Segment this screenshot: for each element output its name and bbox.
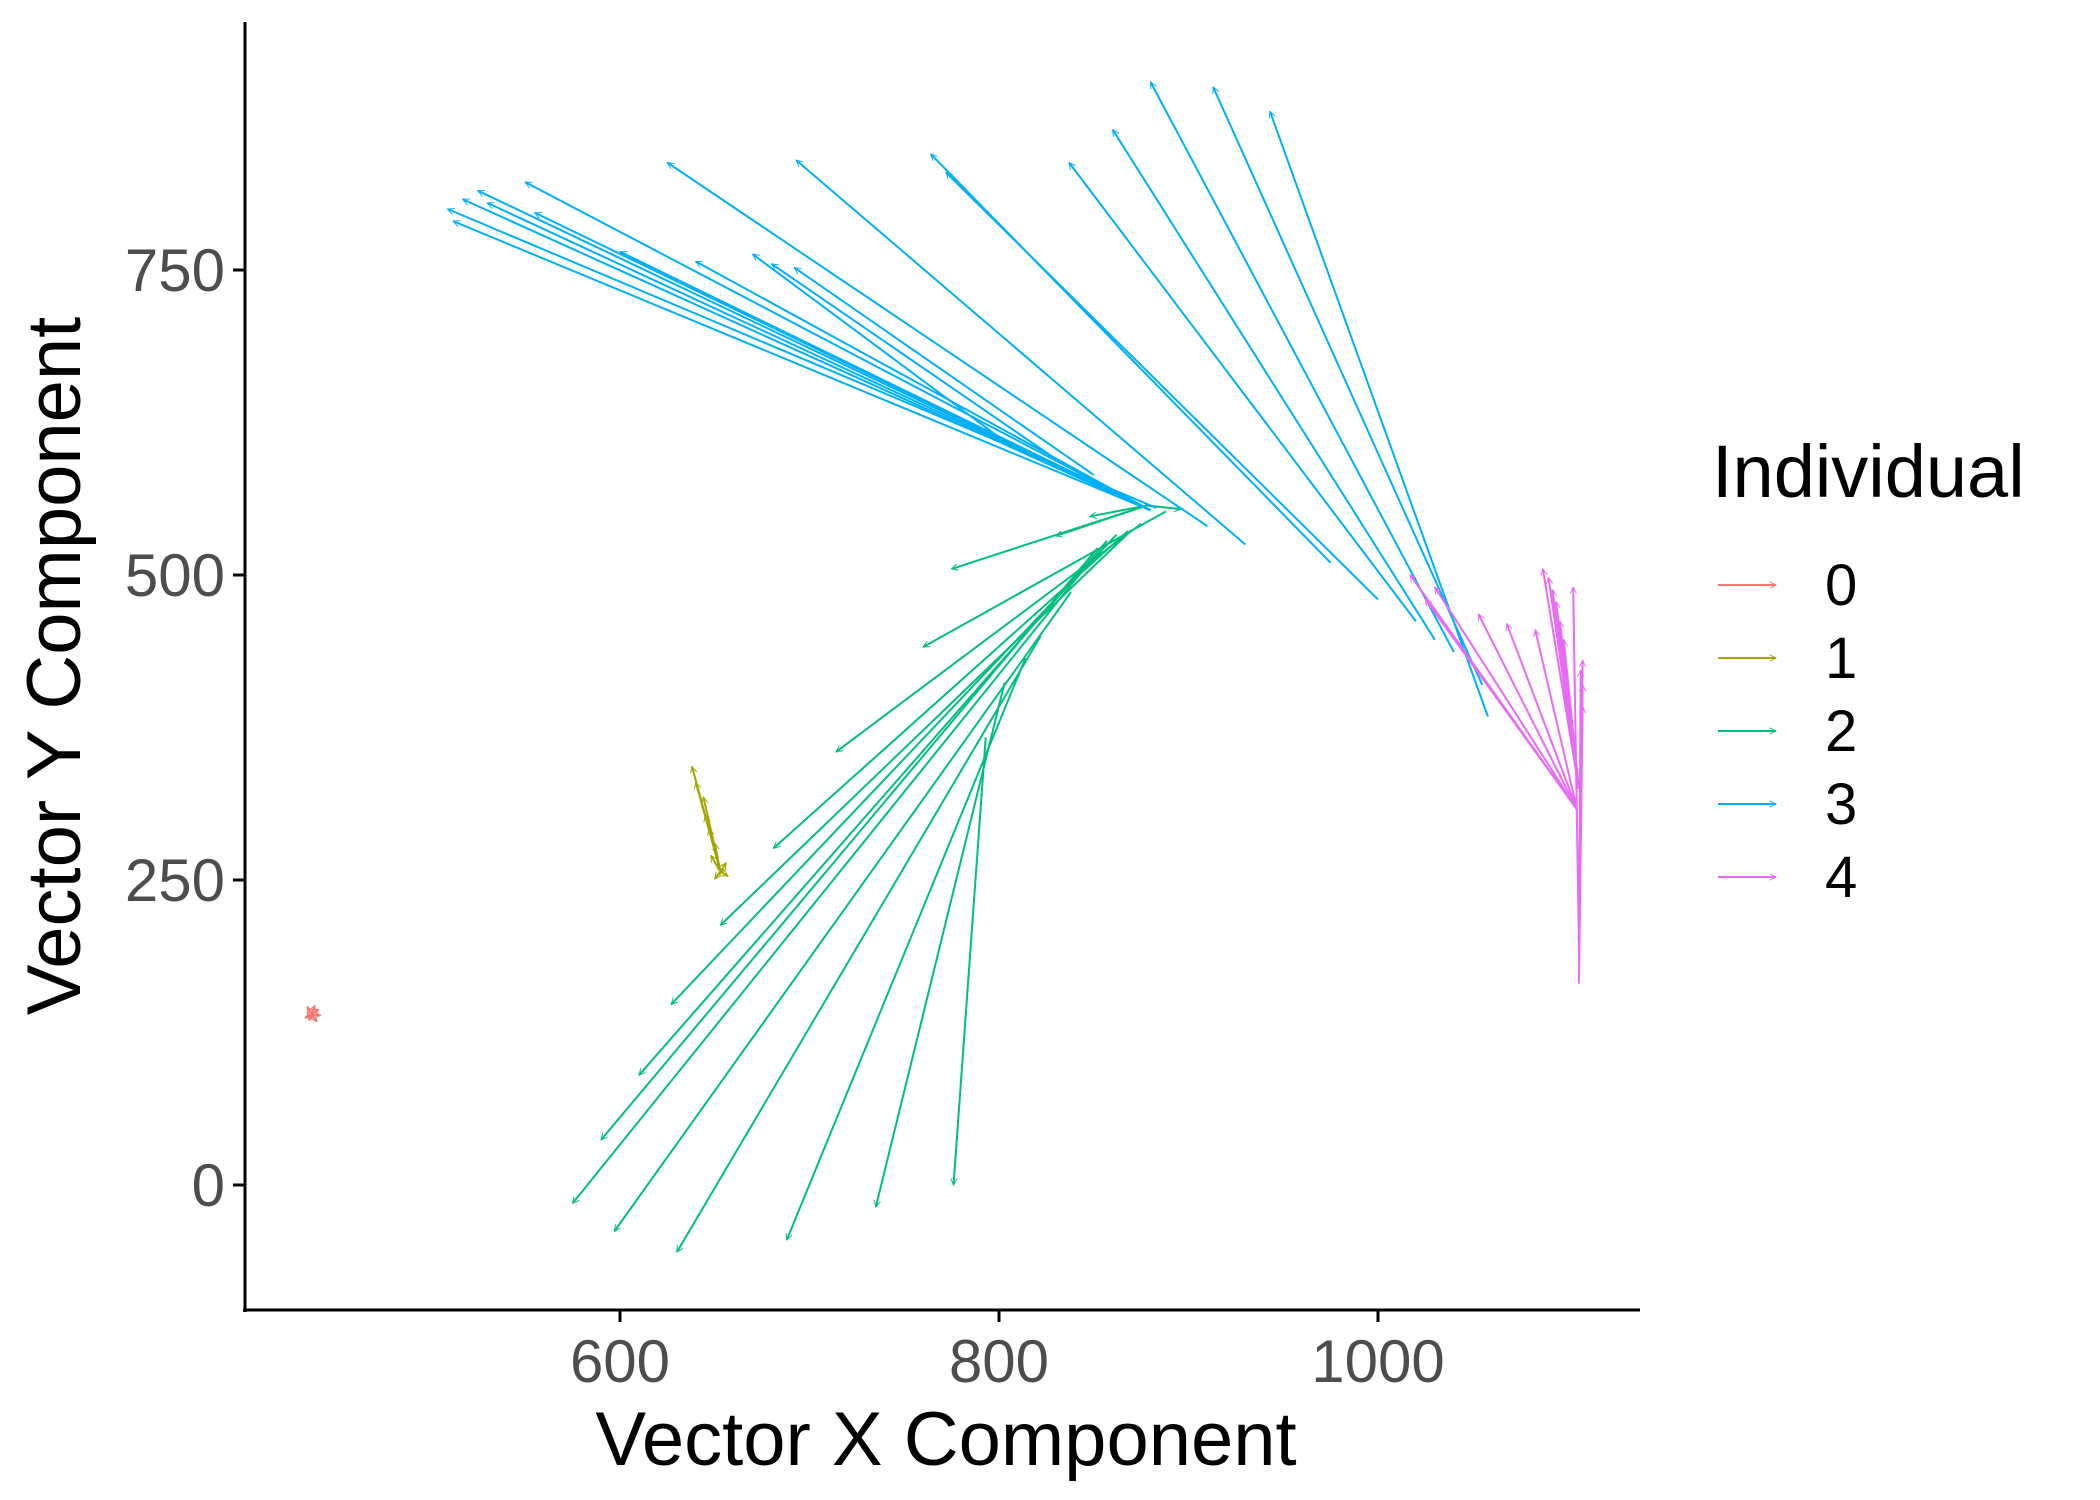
- x-tick-label: 1000: [1311, 1328, 1444, 1395]
- vector-arrow: [1212, 87, 1484, 686]
- legend-item: 4: [1718, 845, 1857, 910]
- vector-arrow: [620, 250, 1152, 512]
- series-2: [571, 504, 1181, 1252]
- x-axis-title: Vector X Component: [595, 1397, 1296, 1482]
- vector-arrow: [525, 181, 1152, 512]
- vector-arrow: [463, 198, 1152, 512]
- vector-arrow: [571, 556, 1095, 1204]
- legend-label: 2: [1825, 699, 1857, 764]
- vector-arrow: [1535, 630, 1578, 810]
- series-3: [448, 82, 1489, 717]
- x-tick-label: 600: [570, 1328, 670, 1395]
- legend-item: 3: [1718, 772, 1857, 837]
- legend-label: 1: [1825, 626, 1857, 691]
- vector-arrow: [613, 591, 1072, 1231]
- x-tick-label: 800: [949, 1328, 1049, 1395]
- legend-label: 4: [1825, 845, 1857, 910]
- series-0: [305, 1006, 320, 1022]
- vector-arrow: [946, 172, 1379, 601]
- vector-arrow: [787, 657, 1027, 1240]
- legend: Individual 0 1 2 3 4: [1712, 430, 2025, 910]
- y-tick-label: 0: [192, 1152, 225, 1219]
- x-ticks: 600 800 1000: [570, 1310, 1445, 1395]
- vector-arrow: [453, 221, 1151, 512]
- series-1: [692, 767, 728, 879]
- vector-arrow: [600, 547, 1099, 1140]
- legend-label: 0: [1825, 553, 1857, 618]
- vector-arrow: [720, 529, 1133, 925]
- vector-arrow: [1477, 614, 1578, 810]
- legend-items: 0 1 2 3 4: [1718, 553, 1857, 910]
- legend-item: 2: [1718, 699, 1857, 764]
- vector-arrow: [1424, 599, 1578, 810]
- plot-arrows: [305, 82, 1582, 1252]
- y-tick-label: 500: [125, 542, 225, 609]
- vector-arrow: [794, 266, 1095, 476]
- series-4: [1409, 569, 1583, 984]
- y-axis-title: Vector Y Component: [12, 317, 97, 1016]
- vector-arrow: [715, 843, 722, 872]
- vector-arrow: [675, 635, 1042, 1252]
- vector-arrow: [772, 263, 1057, 460]
- vector-arrow: [954, 737, 987, 1185]
- vector-arrow: [487, 201, 1152, 512]
- vector-arrow: [305, 1014, 311, 1019]
- vector-arrow: [720, 870, 724, 871]
- vector-arrow: [1111, 130, 1436, 641]
- vector-arrow: [1507, 624, 1578, 810]
- vector-arrow: [1577, 707, 1583, 984]
- vector-arrow: [1068, 163, 1417, 622]
- legend-label: 3: [1825, 772, 1857, 837]
- legend-item: 1: [1718, 626, 1857, 691]
- vector-arrow: [876, 682, 1006, 1207]
- vector-arrow: [753, 253, 1000, 438]
- vector-arrow: [1573, 587, 1580, 942]
- vector-arrow: [696, 260, 1152, 512]
- legend-title: Individual: [1712, 430, 2025, 513]
- y-tick-label: 750: [125, 237, 225, 304]
- vector-arrow: [719, 871, 728, 878]
- vector-arrow: [667, 161, 1209, 528]
- vector-arrow: [1270, 111, 1489, 717]
- vector-arrow: [796, 159, 1247, 546]
- vector-arrow: [1149, 82, 1455, 653]
- legend-item: 0: [1718, 553, 1857, 618]
- y-tick-label: 250: [125, 847, 225, 914]
- vector-arrow: [1090, 504, 1147, 516]
- vector-arrow: [1434, 587, 1578, 810]
- vector-arrow: [713, 870, 721, 878]
- y-ticks: 0 250 500 750: [125, 237, 245, 1219]
- vector-arrow: [1056, 504, 1148, 536]
